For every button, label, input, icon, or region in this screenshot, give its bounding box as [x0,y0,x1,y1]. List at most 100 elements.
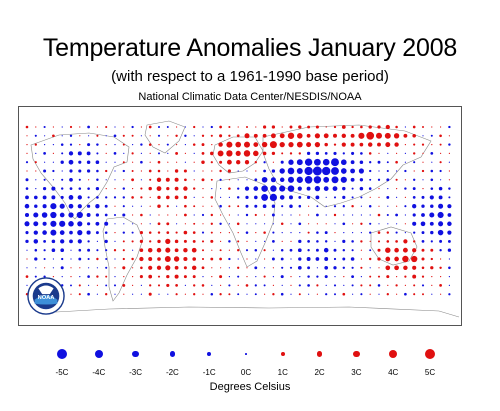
anomaly-dot [421,169,425,173]
anomaly-dot [244,141,250,148]
anomaly-dot [324,275,328,279]
anomaly-dot [61,257,64,261]
anomaly-dot [342,257,346,261]
anomaly-dot [413,231,416,234]
anomaly-dot [448,179,450,181]
anomaly-dot [192,239,196,243]
anomaly-dot [403,265,408,271]
anomaly-dot [351,125,354,129]
anomaly-dot [245,125,249,129]
anomaly-dot [255,276,257,278]
anomaly-dot [323,247,329,253]
anomaly-dot [377,284,381,287]
anomaly-dot [183,248,188,253]
anomaly-dot [201,178,205,182]
anomaly-dot [369,222,372,225]
anomaly-dot [69,187,73,190]
anomaly-dot [280,248,284,252]
anomaly-dot [193,214,195,216]
anomaly-dot [96,143,99,146]
anomaly-dot [351,240,354,243]
anomaly-dot [440,258,442,260]
anomaly-dot [87,248,91,252]
legend-label: 1C [277,368,288,377]
anomaly-dot [334,240,336,242]
anomaly-dot [387,284,389,286]
anomaly-dot [369,178,372,181]
anomaly-dot [95,204,100,209]
anomaly-dot [322,158,330,166]
anomaly-dot [86,213,91,217]
anomaly-dot [158,214,160,216]
anomaly-dot [350,257,355,261]
legend-label: -2C [165,368,179,377]
anomaly-dot [149,196,151,198]
anomaly-dot [431,126,433,128]
anomaly-dot [96,126,98,128]
anomaly-dot [404,196,406,198]
anomaly-dot [69,143,73,146]
map-title: Temperature Anomalies January 2008 [42,34,458,62]
anomaly-dot [448,143,451,146]
anomaly-dot [165,238,171,245]
anomaly-dot [183,275,187,279]
anomaly-dot [316,213,319,217]
anomaly-dot [122,196,125,199]
anomaly-dot [122,187,125,190]
anomaly-dot [139,256,144,262]
anomaly-dot [360,240,363,243]
anomaly-dot [131,134,134,137]
anomaly-dot [157,231,161,234]
anomaly-dot [351,196,354,199]
anomaly-dot [378,188,380,190]
anomaly-dot [60,143,64,146]
anomaly-dot [333,196,337,199]
anomaly-dot [193,222,196,225]
anomaly-dot [334,232,336,234]
anomaly-dot [360,293,363,296]
anomaly-dot [87,257,90,261]
anomaly-dot [183,266,187,270]
anomaly-dot [270,185,277,192]
anomaly-dot [447,213,452,217]
anomaly-dot [440,293,442,295]
anomaly-dot [193,135,195,137]
anomaly-dot [413,170,415,172]
anomaly-dot [78,293,81,296]
anomaly-dot [26,267,28,269]
anomaly-dot [315,257,320,261]
anomaly-dot [175,231,178,234]
anomaly-dot [76,211,83,219]
anomaly-dot [59,220,66,227]
anomaly-dot [25,195,29,200]
anomaly-dot [272,276,274,278]
anomaly-dot [237,266,240,269]
anomaly-dot [237,293,240,296]
anomaly-dot [403,133,408,138]
anomaly-dot [421,213,425,217]
anomaly-dot [192,143,196,146]
anomaly-dot [304,175,313,184]
anomaly-dot [308,214,310,216]
anomaly-dot [132,293,134,295]
anomaly-dot [263,169,266,173]
anomaly-dot [254,161,257,164]
anomaly-dot [34,204,38,208]
anomaly-dot [210,257,214,261]
anomaly-dot [386,275,390,279]
anomaly-dot [430,240,433,243]
anomaly-dot [287,176,295,183]
anomaly-dot [377,178,381,181]
anomaly-dot [176,126,178,128]
anomaly-dot [254,248,258,252]
anomaly-dot [114,240,116,242]
anomaly-dot [253,150,259,157]
anomaly-dot [306,151,311,156]
anomaly-dot [68,221,74,227]
anomaly-dot [228,284,231,287]
anomaly-dot [386,169,389,173]
legend-dot [280,352,285,356]
anomaly-dot [166,231,170,234]
anomaly-dot [263,249,266,252]
anomaly-dot [333,143,337,146]
